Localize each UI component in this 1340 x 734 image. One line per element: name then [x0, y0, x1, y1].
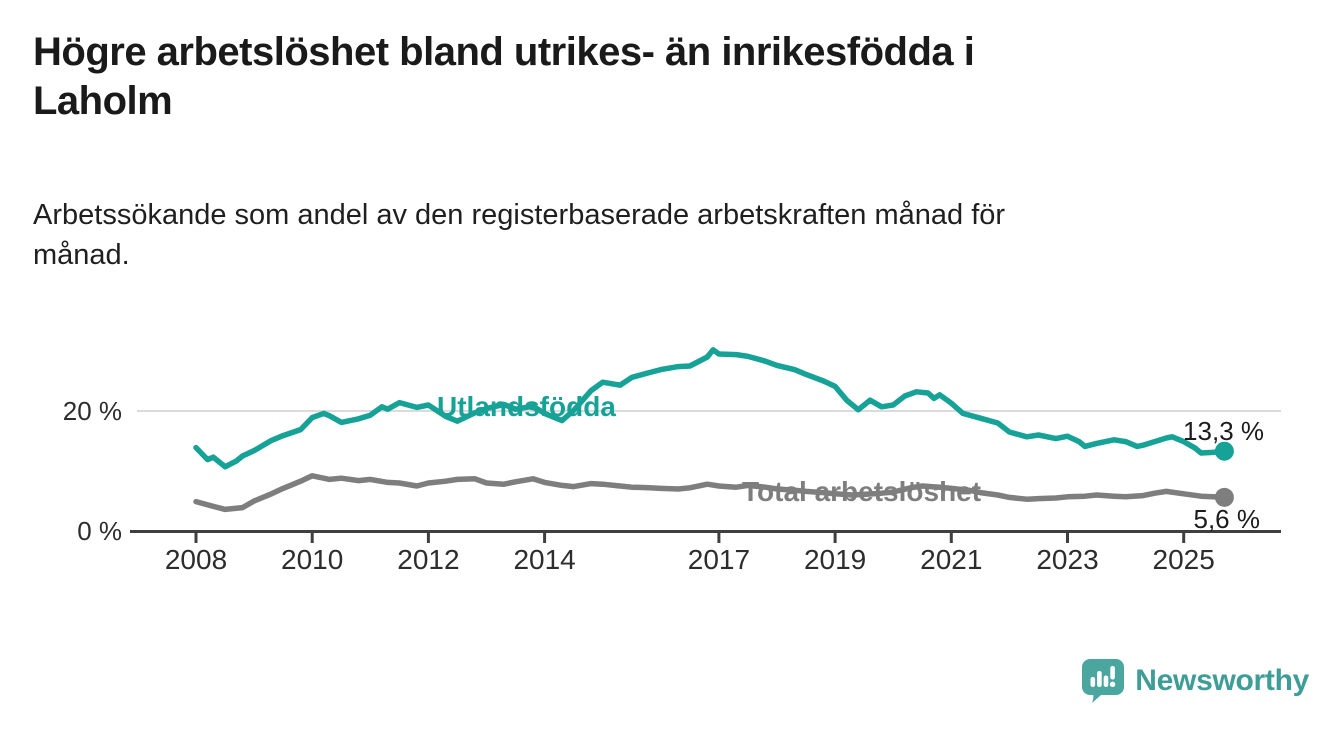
- series-line-1: [193, 473, 1228, 513]
- page-title: Högre arbetslöshet bland utrikes- än inr…: [33, 28, 1283, 126]
- x-tick-label-2014: 2014: [513, 544, 576, 575]
- series-end-dot-1: [1214, 487, 1234, 507]
- series-label-0: Utlandsfödda: [437, 391, 616, 422]
- series-end-dot-0: [1214, 441, 1234, 461]
- y-tick-label-0: 0 %: [77, 516, 122, 546]
- x-tick-label-2021: 2021: [920, 544, 983, 575]
- y-tick-label-20: 20 %: [62, 396, 122, 426]
- bar-chart-speech-bubble-icon: [1082, 659, 1125, 703]
- end-value-label-0: 13,3 %: [1183, 416, 1264, 446]
- logo-wordmark: Newsworthy: [1135, 664, 1309, 697]
- title-line-2: Laholm: [33, 79, 173, 123]
- title-line-1: Högre arbetslöshet bland utrikes- än inr…: [33, 30, 975, 74]
- subtitle-line-1: Arbetssökande som andel av den registerb…: [33, 199, 1006, 231]
- end-value-label-1: 5,6 %: [1193, 504, 1261, 534]
- x-tick-label-2023: 2023: [1036, 544, 1099, 575]
- x-tick-label-2008: 2008: [164, 544, 228, 575]
- x-tick-label-2012: 2012: [397, 544, 460, 575]
- chart-subtitle: Arbetssökande som andel av den registerb…: [33, 195, 1283, 275]
- series-label-1: Total arbetslöshet: [742, 476, 982, 507]
- series-line-0: [193, 347, 1228, 470]
- x-tick-label-2025: 2025: [1152, 544, 1215, 575]
- newsworthy-logo: Newsworthy: [1081, 658, 1309, 704]
- x-tick-label-2019: 2019: [803, 544, 867, 575]
- subtitle-line-2: månad.: [33, 239, 130, 271]
- x-tick-label-2017: 2017: [687, 544, 751, 575]
- x-tick-label-2010: 2010: [281, 544, 344, 575]
